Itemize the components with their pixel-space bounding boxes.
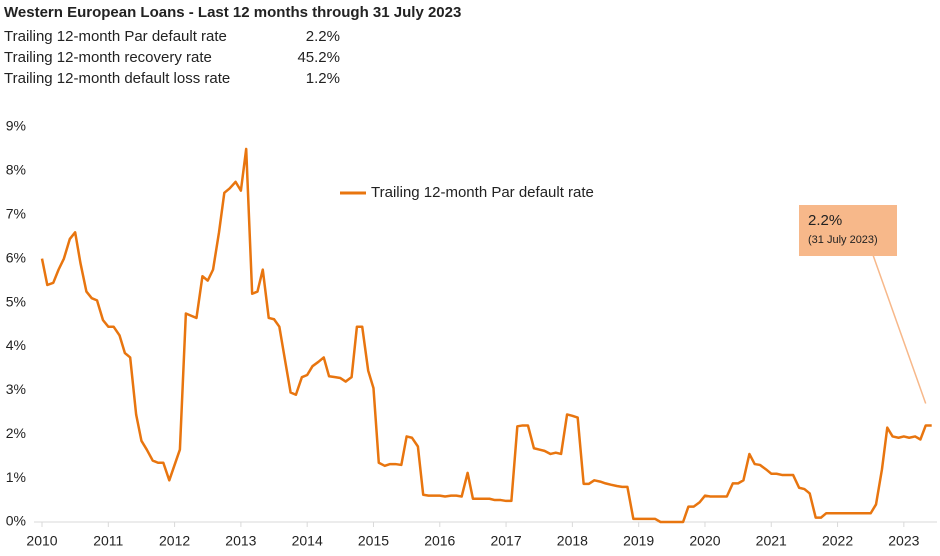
y-tick-label: 8% — [6, 162, 26, 178]
summary-label: Trailing 12-month recovery rate — [4, 49, 212, 66]
x-tick-label: 2015 — [358, 533, 389, 549]
summary-value: 1.2% — [306, 70, 340, 87]
x-tick-label: 2012 — [159, 533, 190, 549]
y-tick-label: 6% — [6, 249, 26, 265]
annotation-text: 2.2% — [808, 212, 842, 229]
annotation-arrow — [872, 254, 927, 404]
annotation-subtext: (31 July 2023) — [808, 234, 878, 246]
x-tick-label: 2013 — [225, 533, 256, 549]
y-tick-label: 4% — [6, 337, 26, 353]
annotation-box — [799, 205, 897, 256]
x-tick-label: 2011 — [93, 533, 123, 549]
x-tick-label: 2018 — [557, 533, 588, 549]
y-tick-label: 0% — [6, 513, 26, 529]
x-tick-label: 2020 — [689, 533, 720, 549]
x-tick-label: 2014 — [292, 533, 323, 549]
x-tick-label: 2016 — [424, 533, 455, 549]
legend-label: Trailing 12-month Par default rate — [371, 184, 594, 201]
y-tick-label: 5% — [6, 293, 26, 309]
y-tick-label: 1% — [6, 469, 26, 485]
series-line — [40, 147, 932, 524]
y-tick-label: 9% — [6, 118, 26, 134]
summary-value: 45.2% — [297, 49, 340, 66]
chart-title: Western European Loans - Last 12 months … — [4, 4, 461, 21]
x-tick-label: 2022 — [822, 533, 853, 549]
x-tick-label: 2010 — [26, 533, 57, 549]
y-tick-label: 3% — [6, 381, 26, 397]
x-tick-label: 2021 — [756, 533, 787, 549]
summary-label: Trailing 12-month Par default rate — [4, 28, 227, 45]
y-tick-label: 7% — [6, 205, 26, 221]
x-tick-label: 2019 — [623, 533, 654, 549]
y-tick-label: 2% — [6, 425, 26, 441]
summary-label: Trailing 12-month default loss rate — [4, 70, 230, 87]
x-tick-label: 2017 — [490, 533, 521, 549]
x-tick-label: 2023 — [888, 533, 919, 549]
summary-value: 2.2% — [306, 28, 340, 45]
